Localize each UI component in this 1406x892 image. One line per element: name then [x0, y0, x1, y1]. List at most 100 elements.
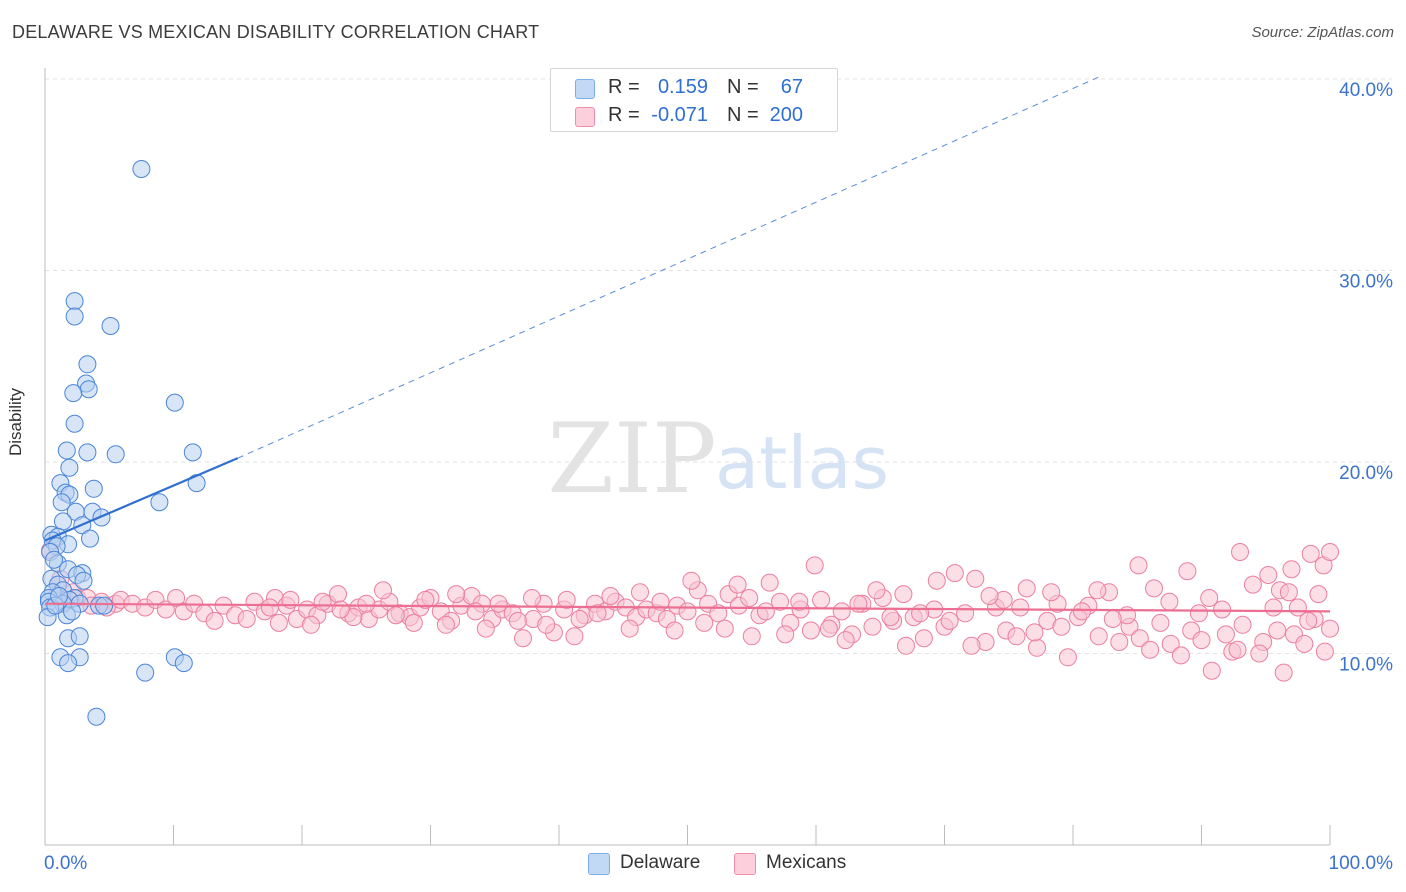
y-tick-label: 10.0%	[1339, 655, 1393, 676]
data-point	[665, 621, 684, 640]
data-point	[132, 160, 151, 178]
data-point	[1299, 611, 1318, 630]
data-point	[709, 604, 728, 623]
data-point	[63, 602, 81, 621]
data-point	[1295, 634, 1314, 653]
data-point	[565, 627, 584, 646]
legend-swatch-mexicans	[575, 107, 595, 127]
y-tick-label: 30.0%	[1339, 272, 1393, 293]
data-point	[894, 585, 913, 604]
data-point	[557, 590, 576, 609]
data-point	[65, 292, 84, 311]
data-point	[70, 627, 89, 646]
data-point	[447, 585, 466, 604]
data-point	[1216, 625, 1235, 644]
data-point	[1145, 579, 1163, 598]
data-point	[329, 585, 347, 604]
data-point	[812, 590, 831, 609]
data-point	[966, 569, 985, 588]
data-point	[911, 604, 930, 623]
data-point	[601, 587, 620, 605]
bottom-legend-label-delaware: Delaware	[620, 852, 701, 873]
trendline-delaware-extension	[237, 76, 1099, 459]
data-point	[78, 443, 97, 462]
data-point	[805, 556, 824, 575]
data-point	[52, 493, 71, 512]
legend-n-value-delaware: 67	[780, 76, 803, 98]
y-axis-label: Disability	[6, 387, 25, 456]
legend-r-label: R =	[608, 76, 640, 98]
data-point	[695, 613, 714, 632]
data-point	[1189, 604, 1208, 623]
data-point	[897, 636, 915, 655]
data-point	[1315, 642, 1334, 661]
data-point	[87, 707, 106, 726]
chart-title: DELAWARE VS MEXICAN DISABILITY CORRELATI…	[12, 22, 540, 42]
data-point	[881, 608, 900, 627]
axes	[44, 68, 1331, 846]
series-delaware	[38, 160, 206, 726]
trendline-mexicans	[44, 602, 1331, 613]
x-tick-label: 0.0%	[44, 853, 87, 874]
source-label: Source: ZipAtlas.com	[1251, 24, 1394, 41]
data-point	[819, 619, 838, 638]
data-point	[588, 604, 607, 623]
data-point	[1279, 583, 1298, 602]
data-point	[269, 613, 288, 632]
data-point	[84, 479, 103, 498]
legend-n-label: N =	[727, 76, 759, 98]
data-point	[302, 615, 320, 634]
data-point	[914, 629, 933, 648]
data-point	[1268, 621, 1287, 640]
data-point	[1228, 640, 1247, 659]
data-point	[1129, 556, 1148, 575]
data-point	[1141, 640, 1160, 659]
data-point	[165, 393, 184, 412]
data-point	[404, 613, 423, 632]
data-point	[1161, 634, 1180, 653]
watermark: ZIP atlas	[547, 403, 889, 515]
data-point	[65, 307, 84, 326]
data-point	[1243, 575, 1262, 594]
data-point	[57, 441, 76, 460]
legend-n-label: N =	[727, 104, 759, 126]
data-point	[1213, 600, 1232, 619]
data-point	[1200, 589, 1219, 607]
data-point	[81, 529, 99, 548]
data-point	[1233, 615, 1252, 634]
data-point	[962, 636, 981, 655]
data-point	[150, 493, 169, 512]
legend-swatch-delaware	[575, 79, 595, 99]
data-point	[1052, 617, 1071, 636]
data-point	[1017, 579, 1036, 598]
data-point	[771, 592, 789, 611]
data-point	[331, 600, 350, 619]
data-point	[756, 602, 775, 621]
data-point	[1011, 598, 1030, 617]
data-point	[476, 619, 495, 638]
data-point	[205, 611, 224, 630]
data-point	[237, 610, 256, 628]
bottom-legend-label-mexicans: Mexicans	[766, 852, 847, 873]
data-point	[523, 589, 541, 607]
legend-n-value-mexicans: 200	[769, 104, 803, 126]
data-point	[740, 589, 759, 607]
data-point	[489, 594, 508, 613]
data-point	[651, 592, 670, 611]
data-point	[54, 512, 72, 531]
data-point	[436, 615, 455, 634]
data-point	[167, 589, 186, 607]
data-point	[1088, 581, 1107, 600]
data-point	[1058, 648, 1077, 667]
data-point	[760, 573, 779, 592]
data-point	[416, 590, 435, 609]
data-point	[832, 602, 851, 621]
data-point	[728, 575, 747, 594]
data-point	[1259, 566, 1278, 584]
data-point	[78, 355, 97, 374]
data-point	[183, 443, 202, 462]
data-point	[790, 592, 809, 611]
data-point	[1103, 610, 1122, 628]
legend-r-value-delaware: 0.159	[657, 76, 708, 98]
